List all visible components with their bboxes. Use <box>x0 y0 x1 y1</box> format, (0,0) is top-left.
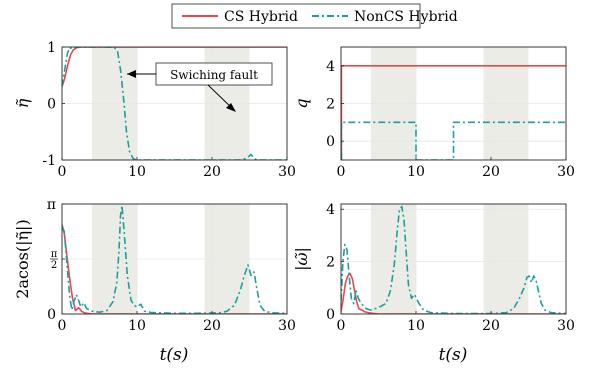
x-tick-label: 10 <box>128 318 146 334</box>
panel-q: 0 10 20 30 0 2 4 q <box>292 46 575 180</box>
annotation-arrowhead-left <box>127 70 136 78</box>
y-axis-label: 2acos(|η̃|) <box>13 219 32 298</box>
y-axis-label: η̃ <box>13 98 32 108</box>
series-line-noncs <box>62 204 287 314</box>
x-tick-label: 30 <box>278 318 296 334</box>
xlabel-right: t(s) <box>439 345 468 365</box>
y-axis-label: |ω̃| <box>292 247 311 271</box>
xlabel-left: t(s) <box>160 345 189 365</box>
x-tick-label: 20 <box>482 164 500 180</box>
annotation-arrowhead-right <box>226 103 236 112</box>
y-tick-label: 4 <box>326 202 335 218</box>
x-tick-label: 0 <box>337 318 346 334</box>
x-tick-label: 10 <box>128 164 146 180</box>
x-tick-label: 20 <box>482 318 500 334</box>
panel-omega: 0 10 20 30 0 2 4 |ω̃| <box>292 202 575 334</box>
x-tick-label: 0 <box>58 318 67 334</box>
fault-band <box>483 204 529 314</box>
svg-text:π: π <box>51 249 58 260</box>
series-line-noncs <box>62 47 287 160</box>
y-tick-label: 0 <box>326 134 335 150</box>
y-tick-label: 4 <box>326 59 335 75</box>
y-tick-label: π2 <box>50 249 58 271</box>
fault-band <box>371 204 416 314</box>
series-line-noncs <box>341 205 566 314</box>
series-line-cs <box>62 47 287 87</box>
y-tick-label: π <box>47 197 56 213</box>
x-tick-label: 10 <box>407 318 425 334</box>
x-tick-label: 0 <box>58 164 67 180</box>
y-tick-label: 0 <box>326 307 335 323</box>
x-tick-label: 0 <box>337 164 346 180</box>
x-tick-label: 30 <box>278 164 296 180</box>
annotation: Swiching fault <box>127 62 273 112</box>
y-tick-label: 2 <box>326 97 335 113</box>
annotation-text: Swiching fault <box>170 68 258 82</box>
x-tick-label: 20 <box>203 164 221 180</box>
legend-label-cs: CS Hybrid <box>224 9 298 25</box>
legend-label-noncs: NonCS Hybrid <box>354 9 458 25</box>
svg-text:2: 2 <box>51 260 57 271</box>
x-tick-label: 10 <box>407 164 425 180</box>
x-tick-label: 30 <box>557 318 575 334</box>
x-tick-label: 30 <box>557 164 575 180</box>
y-tick-label: -1 <box>42 153 56 169</box>
legend: CS Hybrid NonCS Hybrid <box>171 3 458 29</box>
x-tick-label: 20 <box>203 318 221 334</box>
y-tick-label: 0 <box>47 307 56 323</box>
y-axis-label: q <box>292 98 311 108</box>
y-tick-label: 0 <box>47 97 56 113</box>
y-tick-label: 1 <box>47 40 56 56</box>
y-tick-label: 2 <box>326 255 335 271</box>
axis-box <box>340 203 567 315</box>
